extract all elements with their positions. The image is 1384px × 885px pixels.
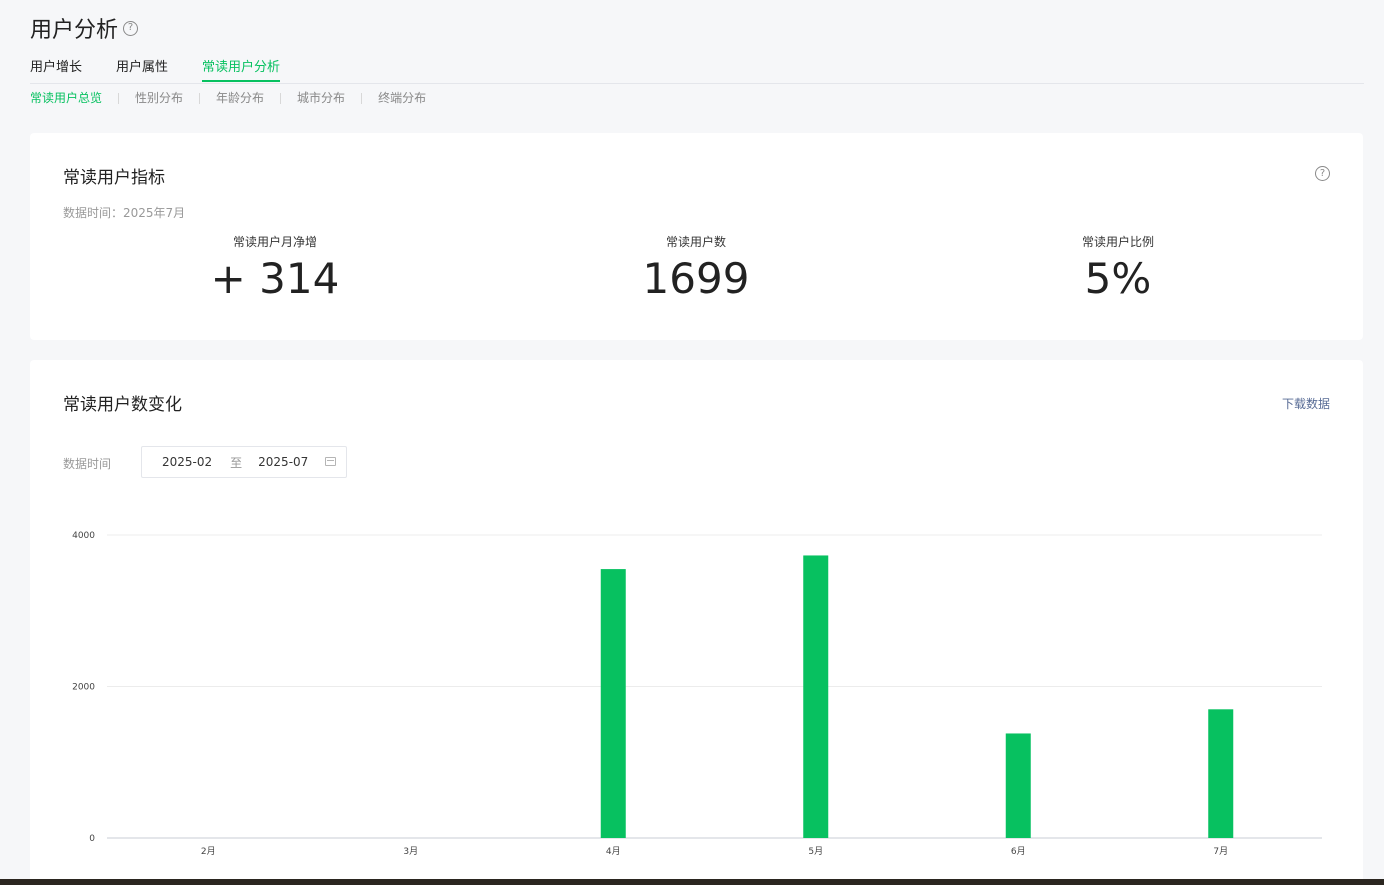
date-end[interactable]: 2025-07 (258, 455, 309, 469)
x-tick-label: 4月 (606, 846, 621, 857)
bar (1005, 733, 1031, 838)
help-icon[interactable]: ? (1315, 166, 1330, 181)
bar (600, 569, 626, 838)
x-tick-label: 2月 (201, 846, 216, 857)
subtab-device[interactable]: 终端分布 (378, 91, 427, 105)
page-title: 用户分析 ? (30, 12, 139, 44)
divider (118, 92, 120, 104)
tab-user-growth[interactable]: 用户增长 (30, 60, 83, 75)
metric-ratio: 常读用户比例 5% (968, 234, 1268, 306)
subtab-overview[interactable]: 常读用户总览 (30, 91, 103, 105)
tab-user-attributes[interactable]: 用户属性 (116, 60, 169, 75)
metric-value: + 314 (210, 254, 340, 303)
main-tabs: 用户增长 用户属性 常读用户分析 (30, 58, 1364, 84)
metric-value: 1699 (642, 254, 750, 303)
metrics-card-title: 常读用户指标 (63, 168, 165, 188)
bar (803, 555, 829, 838)
date-separator: 至 (230, 455, 243, 470)
metrics-card: 常读用户指标 ? 数据时间：2025年7月 常读用户月净增 + 314 常读用户… (30, 133, 1363, 340)
metric-label: 常读用户数 (665, 235, 726, 249)
y-tick-label: 4000 (72, 531, 95, 541)
trend-card-title: 常读用户数变化 (63, 395, 182, 415)
metric-value: 5% (1084, 254, 1152, 303)
y-tick-label: 2000 (72, 683, 95, 693)
divider (280, 92, 282, 104)
user-count-chart: 0 2000 4000 2月 3月 4月 5月 6月 7月 (72, 531, 1322, 857)
x-tick-label: 7月 (1213, 846, 1228, 857)
x-tick-label: 5月 (808, 846, 823, 857)
date-label: 数据时间 (63, 457, 112, 471)
metric-frequent-readers: 常读用户数 1699 (546, 234, 846, 306)
help-icon[interactable]: ? (123, 20, 139, 36)
divider (361, 92, 363, 104)
trend-card: 常读用户数变化 下载数据 数据时间 2025-02 至 2025-07 (30, 360, 1363, 885)
divider (199, 92, 201, 104)
metric-label: 常读用户比例 (1081, 235, 1154, 249)
tab-frequent-reader-analysis[interactable]: 常读用户分析 (202, 58, 281, 82)
sub-tabs: 常读用户总览 性别分布 年龄分布 城市分布 终端分布 (30, 89, 426, 107)
metric-label: 常读用户月净增 (232, 235, 317, 249)
x-tick-label: 3月 (403, 846, 418, 857)
date-range-picker[interactable]: 2025-02 至 2025-07 (141, 446, 347, 478)
date-start[interactable]: 2025-02 (162, 455, 213, 469)
calendar-icon[interactable] (325, 457, 336, 466)
subtab-gender[interactable]: 性别分布 (135, 91, 184, 105)
download-data-link[interactable]: 下载数据 (1281, 397, 1330, 411)
bottom-bar (0, 879, 1384, 885)
x-tick-label: 6月 (1011, 846, 1026, 857)
subtab-age[interactable]: 年龄分布 (216, 91, 265, 105)
bar (1208, 709, 1234, 838)
data-time: 数据时间：2025年7月 (63, 206, 186, 220)
metric-net-growth: 常读用户月净增 + 314 (125, 234, 425, 306)
page-title-text: 用户分析 (30, 18, 119, 43)
subtab-city[interactable]: 城市分布 (297, 91, 346, 105)
y-tick-label: 0 (89, 834, 95, 844)
